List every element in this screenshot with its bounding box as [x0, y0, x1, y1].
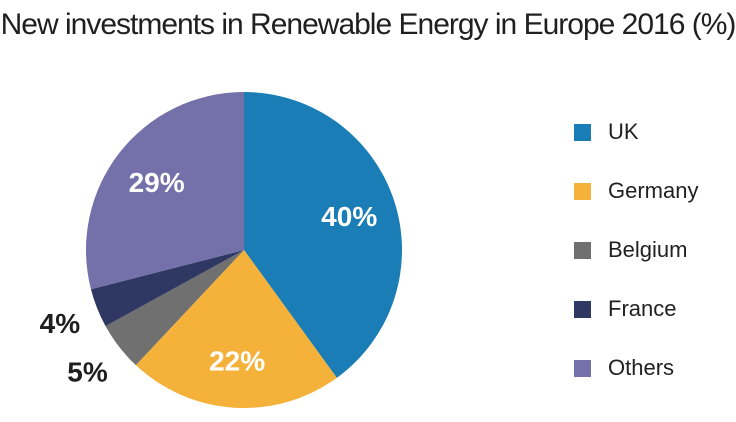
- pie-slice-others: [85, 92, 245, 290]
- legend-swatch: [574, 241, 591, 259]
- legend-item-belgium: Belgium: [574, 230, 687, 270]
- data-label-belgium: 5%: [67, 356, 108, 387]
- pie-slice-belgium: [105, 250, 244, 366]
- data-label-uk: 40%: [321, 201, 377, 232]
- data-label-france: 4%: [40, 308, 81, 339]
- legend-label: Others: [608, 355, 675, 380]
- legend-swatch: [574, 182, 591, 200]
- legend-swatch: [574, 300, 591, 318]
- legend-item-germany: Germany: [574, 171, 698, 211]
- legend-label: France: [608, 296, 677, 321]
- legend-label: Germany: [608, 178, 699, 203]
- data-label-others: 29%: [129, 167, 185, 198]
- pie-slice-france: [90, 250, 245, 327]
- legend-item-others: Others: [574, 348, 674, 388]
- legend-item-france: France: [574, 289, 676, 329]
- pie-slice-uk: [244, 92, 402, 378]
- legend-label: UK: [608, 119, 639, 144]
- legend-label: Belgium: [608, 237, 688, 262]
- legend-swatch: [574, 359, 591, 377]
- legend-swatch: [574, 123, 591, 141]
- data-label-germany: 22%: [209, 345, 265, 376]
- legend-item-uk: UK: [574, 112, 639, 152]
- chart-title: New investments in Renewable Energy in E…: [0, 8, 736, 41]
- pie-slice-germany: [135, 250, 337, 408]
